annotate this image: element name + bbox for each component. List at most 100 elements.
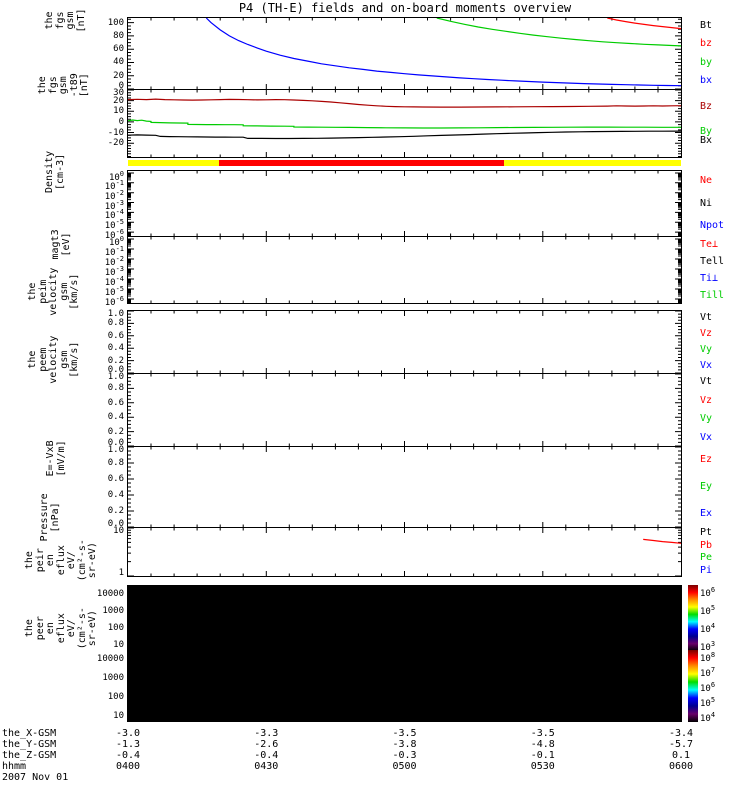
y-tick-label: 0.0 (107, 519, 124, 529)
quality-bar (128, 160, 681, 166)
ephemeris-value: -0.3 (392, 750, 417, 761)
ylabel-efield: E=-VxB [mV/m] (44, 440, 67, 477)
legend-Pe: Pe (700, 552, 713, 564)
ephemeris-value: -3.5 (392, 728, 417, 739)
y-tick-label: 0.0 (107, 365, 124, 375)
y-tick-label: 10000 (96, 654, 124, 665)
series-Bz (128, 98, 681, 108)
y-tick-label: 10 (113, 640, 124, 651)
y-tick-label: 0.8 (107, 458, 124, 468)
legend-Npot: Npot (700, 219, 725, 231)
axis-ticks (128, 171, 681, 236)
legend-Bt: Bt (700, 20, 713, 32)
y-tick-label: 20 (113, 70, 124, 81)
ylabel-peim-velocity: the peim velocity gsm [km/s] (26, 267, 80, 316)
legend-Vt: Vt (700, 376, 713, 388)
series-Pb (643, 538, 681, 544)
peir-colorbar (688, 585, 698, 651)
axis-ticks (128, 237, 681, 303)
y-tick-label: 0.6 (107, 330, 124, 341)
ephemeris-value: -2.6 (254, 739, 279, 750)
y-tick-label: 0.6 (107, 474, 124, 484)
legend-Tell: Tell (700, 255, 725, 267)
axis-ticks (128, 90, 681, 157)
y-tick-label: 100 (107, 17, 124, 28)
ephemeris-row-label: the_Y-GSM (2, 739, 57, 750)
colorbar-tick-label: 106 (700, 586, 716, 599)
legend-bz: bz (700, 38, 713, 50)
axis-ticks (128, 18, 681, 89)
peer-colorbar (688, 650, 698, 722)
legend-Te: Te⊥ (700, 238, 719, 250)
y-tick-label: 10-4 (104, 208, 124, 222)
panel-plot-area (128, 447, 681, 527)
y-tick-label: 1.0 (107, 372, 124, 382)
ylabel-peem-velocity: the peem velocity gsm [km/s] (26, 335, 80, 384)
ephemeris-row-label: the_X-GSM (2, 728, 57, 739)
panel-plot-area (128, 374, 681, 446)
ylabel-fgs-gsm: the fgs gsm [nT] (43, 8, 87, 33)
legend-By: By (700, 126, 713, 137)
y-tick-label: 0.4 (107, 343, 124, 354)
legend-Vy: Vy (700, 344, 713, 355)
legend-Vz: Vz (700, 328, 713, 339)
panel-density (127, 170, 682, 237)
time-tick-label: 0430 (254, 761, 279, 772)
panel-plot-area (128, 651, 681, 721)
y-tick-label: 10 (113, 526, 124, 536)
y-tick-label: 0.0 (107, 438, 124, 448)
legend-Vx: Vx (700, 360, 713, 371)
legend-Pb: Pb (700, 539, 713, 551)
panel-plot-area (128, 90, 681, 157)
ephemeris-value: -3.0 (115, 728, 141, 739)
panel-plot-area (128, 528, 681, 576)
panel-plot-area (128, 586, 681, 650)
legend-Bx: Bx (700, 135, 713, 146)
ylabel-peer-eflux: the peer en eflux eV/ (cm²-s- sr-eV) (23, 607, 98, 650)
ylabel-magt3: magt3 [eV] (49, 229, 72, 260)
legend-Vt: Vt (700, 312, 713, 323)
y-tick-label: 100 (108, 170, 124, 183)
panel-fgs-gsm-t89 (127, 89, 682, 158)
y-tick-label: 10-2 (104, 255, 124, 268)
y-tick-label: 0.4 (107, 412, 124, 423)
y-tick-label: 10-1 (104, 178, 124, 192)
legend-Pt: Pt (700, 527, 713, 539)
y-tick-label: 1.0 (107, 445, 124, 455)
y-tick-label: 80 (113, 30, 124, 41)
legend-Ex: Ex (700, 508, 713, 520)
ephemeris-value: -0.1 (530, 750, 555, 761)
y-tick-label: 10-3 (104, 198, 124, 212)
panel-pressure (127, 527, 682, 577)
y-tick-label: 0.8 (107, 318, 124, 329)
panel-magt3 (127, 236, 682, 304)
quality-bar-segment (219, 160, 504, 166)
time-tick-label: 0530 (530, 761, 555, 772)
legend-bx: bx (700, 74, 713, 86)
y-tick-label: -20 (107, 138, 124, 149)
y-tick-label: -10 (107, 127, 124, 138)
legend-Vx: Vx (700, 431, 713, 443)
colorbar-tick-label: 105 (700, 696, 716, 709)
y-tick-label: 10-5 (104, 218, 124, 232)
y-tick-label: 1000 (102, 605, 124, 616)
y-tick-label: 20 (113, 95, 124, 106)
legend-by: by (700, 56, 713, 68)
y-tick-label: 0 (118, 116, 124, 127)
axis-ticks (128, 447, 681, 527)
y-tick-label: 10 (113, 710, 124, 721)
legend-Ne: Ne (700, 175, 713, 187)
legend-Till: Till (700, 289, 725, 301)
y-tick-label: 10-3 (104, 265, 124, 278)
ephemeris-value: -0.4 (115, 750, 141, 761)
panel-fgs-gsm (127, 17, 682, 90)
colorbar-tick-label: 104 (700, 711, 716, 724)
y-tick-label: 10-6 (104, 228, 124, 242)
ylabel-pressure: Pressure [nPa] (38, 493, 61, 542)
legend-Bz: Bz (700, 101, 713, 112)
legend-Ez: Ez (700, 453, 713, 465)
colorbar-tick-label: 108 (700, 651, 716, 664)
y-tick-label: 10-5 (104, 285, 124, 298)
ephemeris-value: -0.4 (254, 750, 279, 761)
ephemeris-value: -3.4 (668, 728, 694, 739)
